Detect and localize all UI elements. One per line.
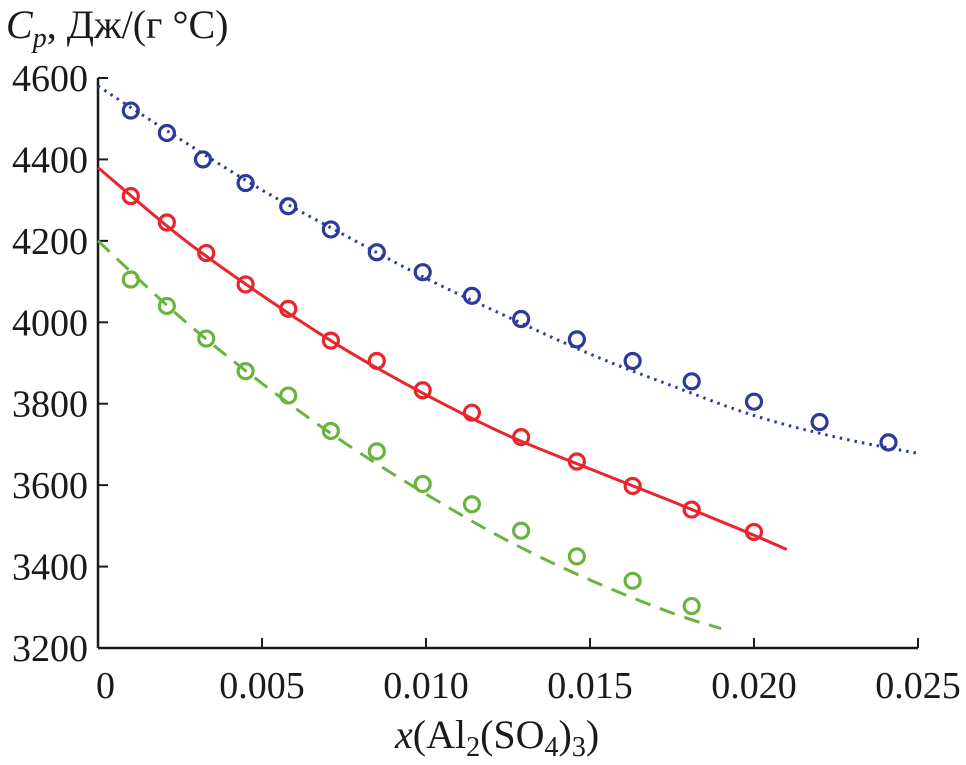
series-green-point <box>413 474 432 494</box>
series-green-point <box>197 329 216 348</box>
series-red-point <box>744 522 764 542</box>
series-blue-point <box>744 392 764 411</box>
series-blue-point <box>682 372 701 391</box>
series-red-point <box>623 476 642 496</box>
series-red-point <box>367 351 386 371</box>
x-axis-end: ) <box>586 712 599 757</box>
series-blue-fit-line <box>97 84 919 455</box>
x-tick-label: 0.005 <box>219 665 305 707</box>
series-blue-point <box>512 309 531 329</box>
series-green-point <box>279 386 298 405</box>
y-axis-title: Cp, Дж/(г °С) <box>6 2 228 54</box>
series-blue-point <box>279 197 298 216</box>
series-blue-point <box>236 173 255 193</box>
series-red-point <box>321 331 340 350</box>
x-axis-close: ) <box>559 712 572 757</box>
x-axis-sub3: 3 <box>572 732 586 763</box>
series-red-point <box>413 381 432 400</box>
y-axis-units: , Дж/(г °С) <box>47 2 229 47</box>
x-axis-title: x(Al2(SO4)3) <box>394 712 599 763</box>
series-red-point <box>279 299 298 318</box>
x-axis-open: (Al <box>413 712 466 757</box>
series-blue-point <box>623 351 642 371</box>
series-red-point <box>682 500 701 519</box>
series-red-point <box>512 428 531 447</box>
series-blue-point <box>462 286 482 305</box>
y-axis-symbol: C <box>6 2 34 47</box>
x-tick-label: 0 <box>96 665 115 707</box>
series-green-point <box>321 421 340 441</box>
series-red-point <box>157 213 176 232</box>
series-green-point <box>236 362 255 381</box>
series-blue-point <box>121 101 140 120</box>
x-tick-label: 0.025 <box>875 665 961 707</box>
plot-area: 3200 3400 3600 3800 4000 4200 4400 4600 0 0.005 0.… <box>12 58 961 707</box>
series-blue-point <box>413 263 432 282</box>
x-axis-sub2: 4 <box>545 732 559 763</box>
x-tick-label: 0.020 <box>711 665 797 707</box>
series-green-point <box>367 442 386 461</box>
series-green-point <box>682 596 701 616</box>
y-tick-label: 3800 <box>12 384 88 426</box>
x-tick-label: 0.015 <box>547 665 633 707</box>
series-blue-point <box>879 433 898 452</box>
series-blue-point <box>321 220 340 239</box>
x-axis-var: x <box>394 712 413 757</box>
y-axis-subscript: p <box>31 23 47 54</box>
series-blue-point <box>810 412 829 432</box>
series-blue-point <box>193 150 213 169</box>
y-tick-label: 3200 <box>12 628 88 670</box>
y-tick-label: 4600 <box>12 58 88 100</box>
series-red-fit-line <box>97 166 788 551</box>
series-green-point <box>512 521 531 540</box>
y-tick-label: 4000 <box>12 302 88 344</box>
series-green-point <box>157 296 176 316</box>
y-tick-label: 3400 <box>12 547 88 589</box>
series-green-point <box>623 571 642 590</box>
y-tick-label: 4400 <box>12 139 88 181</box>
series-red-point <box>236 275 255 294</box>
y-tick-label: 3600 <box>12 465 88 507</box>
series-green-fit-line <box>96 239 722 630</box>
series-green-point <box>567 547 586 566</box>
x-axis-sub1: 2 <box>466 732 480 763</box>
y-tick-label: 4200 <box>12 221 88 263</box>
series-blue-point <box>367 243 386 262</box>
series-red-point <box>567 452 586 471</box>
series-green-point <box>462 495 482 514</box>
x-tick-label: 0.010 <box>383 665 469 707</box>
series-blue-point <box>567 330 586 349</box>
series-red-point <box>197 243 216 263</box>
series-blue-point <box>157 123 176 143</box>
series-red-point <box>462 403 482 422</box>
x-axis-mid: (SO <box>480 712 544 757</box>
series-red-point <box>121 186 140 206</box>
series-green-point <box>121 270 140 289</box>
